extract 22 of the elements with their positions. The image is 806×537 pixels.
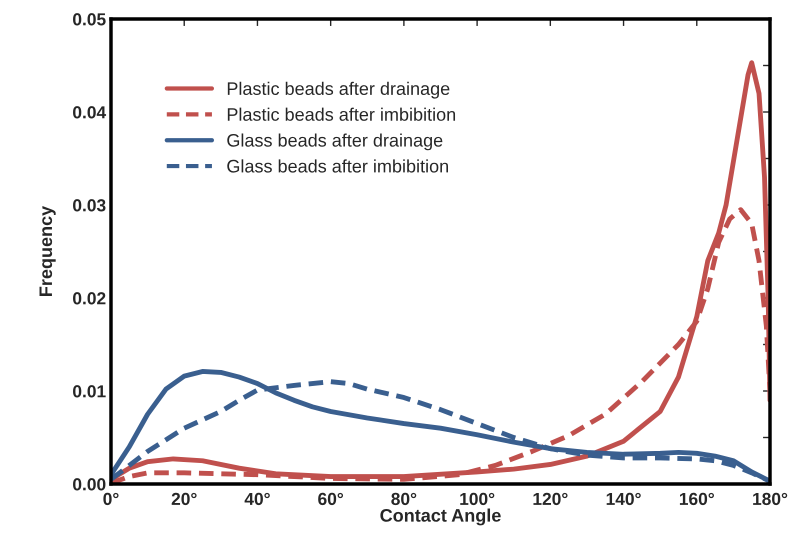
- y-tick-label: 0.04: [73, 106, 106, 118]
- x-tick-label: 20°: [172, 492, 197, 506]
- legend-label: Plastic beads after imbibition: [228, 108, 456, 121]
- y-axis-title: Frequency: [40, 206, 56, 296]
- y-tick-label: 0.00: [73, 478, 106, 490]
- x-tick-label: 160°: [680, 492, 714, 506]
- x-tick-label: 140°: [606, 492, 641, 506]
- legend-label: Glass beads after drainage: [227, 133, 442, 150]
- x-tick-label: 40°: [244, 492, 270, 506]
- x-tick-label: 120°: [533, 492, 568, 506]
- x-tick-label: 100°: [460, 492, 494, 506]
- x-tick-label: 180°: [753, 492, 788, 506]
- y-tick-label: 0.02: [73, 292, 106, 304]
- y-tick-label: 0.01: [73, 385, 106, 398]
- x-axis-title: Contact Angle: [380, 508, 501, 526]
- legend-label: Plastic beads after drainage: [228, 82, 450, 99]
- legend-label: Glass beads after imbibition: [227, 159, 448, 173]
- y-tick-label: 0.05: [73, 13, 106, 26]
- x-tick-label: 60°: [318, 492, 344, 506]
- x-tick-label: 80°: [391, 492, 416, 506]
- x-tick-label: 0°: [103, 492, 119, 506]
- y-tick-label: 0.03: [73, 199, 106, 212]
